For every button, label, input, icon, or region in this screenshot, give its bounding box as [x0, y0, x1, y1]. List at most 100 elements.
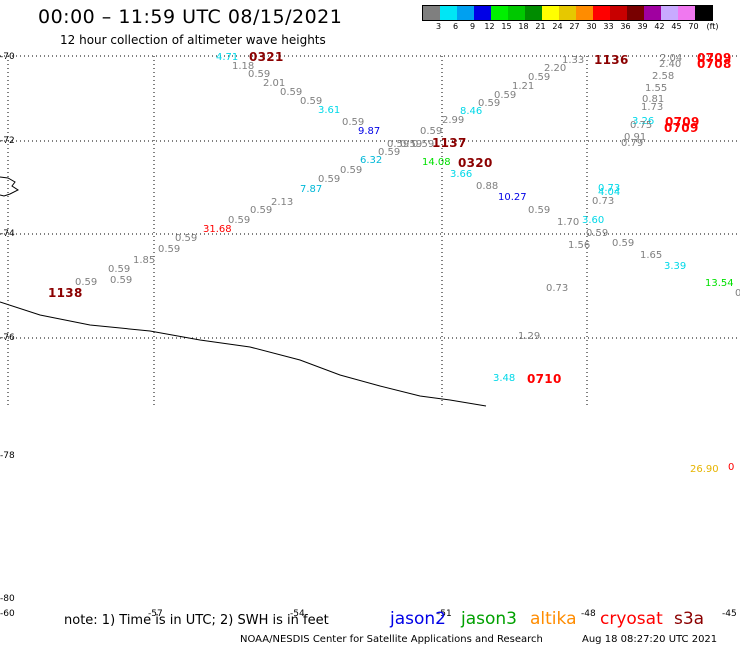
legend-swatch [491, 6, 508, 20]
wave-height-label: 0.59 [528, 205, 551, 216]
legend-label: 36 [620, 22, 631, 31]
wave-height-label: 1.85 [133, 255, 156, 266]
wave-height-label: 0.59 [280, 87, 303, 98]
pass-time-label: 0320 [458, 156, 493, 170]
legend-labels: 3 6 9 12 15 18 21 24 27 30 33 36 39 42 45 70 (ft) [422, 21, 719, 33]
wave-height-label: 2.40 [659, 59, 682, 70]
lon-label: -60 [0, 609, 15, 619]
legend-swatch [576, 6, 593, 20]
wave-height-label: 0.59 [412, 139, 435, 150]
wave-height-label: 2.20 [544, 63, 567, 74]
legend-label: 42 [654, 22, 665, 31]
legend-label: 30 [586, 22, 597, 31]
wave-height-label: 0.59 [318, 174, 341, 185]
pass-time-label: 0710 [527, 372, 562, 386]
lat-label: -78 [0, 451, 15, 461]
wave-height-label: 0.88 [476, 181, 499, 192]
legend-label: 45 [671, 22, 682, 31]
mission-s3a: s3a [674, 609, 705, 629]
wave-height-label: 4.71 [216, 52, 239, 63]
wave-height-label: 0.59 [108, 264, 131, 275]
wave-height-label: 0 [728, 462, 735, 473]
graticule [0, 55, 740, 405]
legend-label: 18 [518, 22, 529, 31]
wave-height-label: 9.87 [358, 126, 381, 137]
wave-height-label: 14.08 [422, 157, 451, 168]
legend-label: 70 [688, 22, 699, 31]
lat-label: -70 [0, 52, 15, 62]
wave-height-label: 0.59 [586, 228, 609, 239]
wave-height-label: 0.73 [546, 283, 569, 294]
footer-timestamp: Aug 18 08:27:20 UTC 2021 [582, 634, 718, 645]
pass-time-label: 0709 [664, 121, 699, 135]
coastline-fragment-icon [0, 176, 19, 197]
wave-height-label: 3.39 [664, 261, 687, 272]
wave-height-label: 1.73 [641, 102, 664, 113]
legend-swatch [559, 6, 576, 20]
legend-swatch [508, 6, 525, 20]
legend-label: 24 [552, 22, 563, 31]
legend-unit: (ft) [706, 22, 719, 31]
legend-label: 27 [569, 22, 580, 31]
wave-height-label: 0.75 [630, 120, 653, 131]
wave-height-label: 3.66 [450, 169, 473, 180]
wave-height-label: 0.59 [228, 215, 251, 226]
wave-height-label: 2.01 [263, 78, 286, 89]
wave-height-label: 0.59 [528, 72, 551, 83]
legend-swatch [661, 6, 678, 20]
wave-height-label: 0.59 [420, 126, 443, 137]
wave-height-label: 2.99 [442, 115, 465, 126]
lat-label: -74 [0, 229, 15, 239]
wave-height-label: 0.59 [110, 275, 133, 286]
legend-swatch [610, 6, 627, 20]
wave-height-label: 3.61 [318, 105, 341, 116]
wave-height-label: 0.81 [642, 94, 665, 105]
wave-height-label: 0.59 [342, 117, 365, 128]
legend-label: 33 [603, 22, 614, 31]
wave-height-label: 0.73 [598, 183, 621, 194]
legend-swatch [474, 6, 491, 20]
wave-height-label: 1.33 [562, 55, 585, 66]
wave-height-label: 0.59 [340, 165, 363, 176]
legend-label: 9 [469, 22, 476, 31]
wave-height-label: 2.58 [652, 71, 675, 82]
pass-time-label: 0708 [697, 57, 732, 71]
legend-label: 39 [637, 22, 648, 31]
wave-height-label: 0.59 [158, 244, 181, 255]
lat-label: -72 [0, 136, 15, 146]
wave-height-label: 0.59 [387, 139, 410, 150]
lat-label: -76 [0, 333, 15, 343]
wave-height-label: 4.04 [598, 187, 621, 198]
wave-height-label: 0.59 [175, 233, 198, 244]
wave-height-label: 0.59 [75, 277, 98, 288]
wave-height-label: 0.79 [621, 138, 644, 149]
lon-label: -51 [437, 609, 452, 619]
wave-height-label: 2.04 [660, 53, 683, 64]
pass-time-label: 1137 [432, 136, 467, 150]
wave-height-label: 0.59 [478, 98, 501, 109]
lat-label: -80 [0, 594, 15, 604]
legend-swatches [422, 5, 713, 21]
pass-time-label: 0709 [697, 51, 732, 65]
wave-height-label: 0.73 [592, 196, 615, 207]
legend-swatch [525, 6, 542, 20]
legend-swatch [695, 6, 712, 20]
legend-swatch [423, 6, 440, 20]
mission-cryosat: cryosat [600, 609, 663, 629]
mission-jason3: jason3 [461, 609, 517, 629]
wave-height-label: 13.54 [705, 278, 734, 289]
wave-height-label: 0.59 [248, 69, 271, 80]
wave-height-label: 0.59 [400, 139, 423, 150]
wave-height-label: 1.70 [557, 217, 580, 228]
wave-height-label: 3.26 [632, 116, 655, 127]
page-subtitle: 12 hour collection of altimeter wave hei… [60, 33, 326, 47]
wave-height-label: 1.55 [645, 83, 668, 94]
legend-swatch [593, 6, 610, 20]
wave-height-label: 0 [735, 288, 740, 299]
page-title: 00:00 – 11:59 UTC 08/15/2021 [38, 6, 343, 28]
wave-height-label: 1.18 [232, 61, 255, 72]
legend-swatch [644, 6, 661, 20]
pass-time-label: 1136 [594, 53, 629, 67]
lon-label: -54 [290, 609, 305, 619]
legend-swatch [440, 6, 457, 20]
